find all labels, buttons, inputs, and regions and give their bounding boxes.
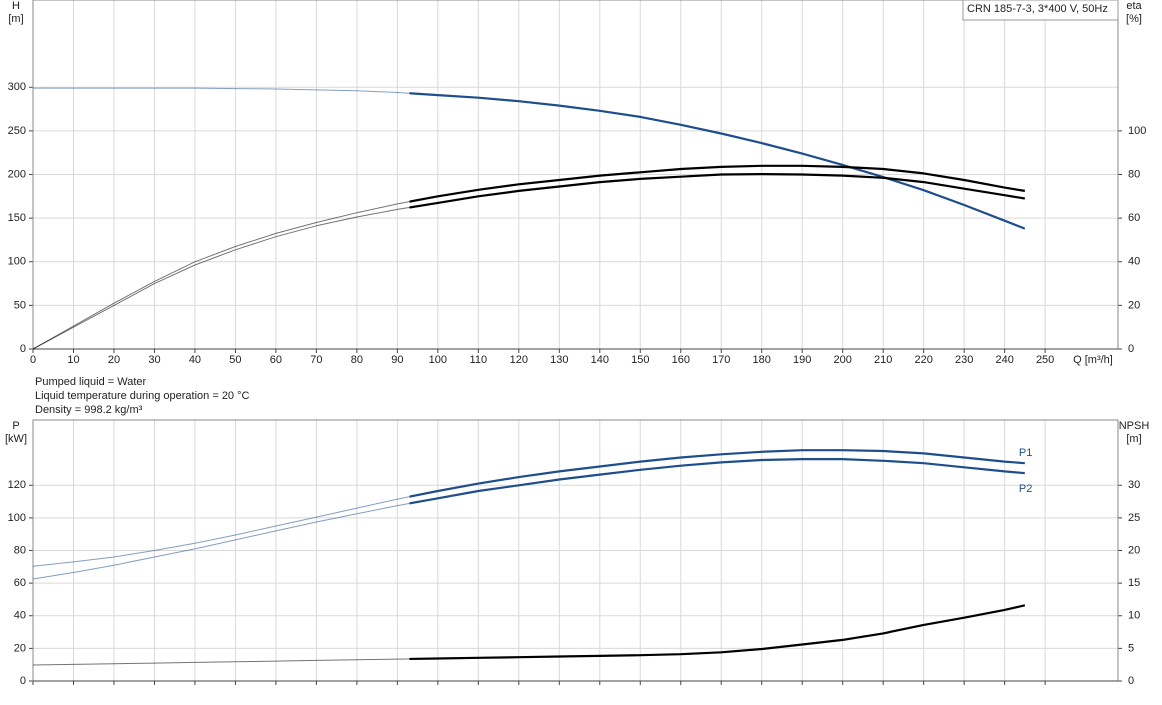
x-tick-label: 150: [631, 354, 649, 366]
x-tick-label: 130: [550, 354, 568, 366]
y-tick-label: 150: [8, 212, 26, 224]
x-tick-label: 120: [510, 354, 528, 366]
y-axis-unit: [m]: [8, 13, 23, 25]
curve: [409, 449, 1025, 498]
y2-tick-label: 30: [1128, 479, 1140, 491]
y2-tick-label: 0: [1128, 675, 1134, 687]
y-tick-label: 100: [8, 512, 26, 524]
y2-tick-label: 40: [1128, 256, 1140, 268]
y2-tick-label: 100: [1128, 125, 1146, 137]
x-tick-label: 80: [351, 354, 363, 366]
y-tick-label: 40: [14, 610, 26, 622]
x-tick-label: 30: [148, 354, 160, 366]
curve-thin: [32, 165, 1025, 350]
note: Density = 998.2 kg/m³: [35, 404, 143, 416]
y-tick-label: 0: [20, 343, 26, 355]
x-tick-label: 60: [270, 354, 282, 366]
x-tick-label: 160: [672, 354, 690, 366]
y-tick-label: 100: [8, 256, 26, 268]
chart-title: CRN 185-7-3, 3*400 V, 50Hz: [967, 3, 1108, 15]
y-axis-label: H: [12, 0, 20, 12]
y2-tick-label: 80: [1128, 168, 1140, 180]
y-tick-label: 200: [8, 168, 26, 180]
y2-tick-label: 25: [1128, 512, 1140, 524]
x-tick-label: 20: [108, 354, 120, 366]
y2-tick-label: 20: [1128, 299, 1140, 311]
y-tick-label: 20: [14, 642, 26, 654]
x-tick-label: 250: [1036, 354, 1054, 366]
x-tick-label: 140: [591, 354, 609, 366]
y2-tick-label: 60: [1128, 212, 1140, 224]
x-tick-label: 0: [30, 354, 36, 366]
y-tick-label: 300: [8, 81, 26, 93]
y-tick-label: 250: [8, 125, 26, 137]
y-tick-label: 120: [8, 479, 26, 491]
x-tick-label: 190: [793, 354, 811, 366]
x-tick-label: 40: [189, 354, 201, 366]
y-tick-label: 0: [20, 675, 26, 687]
y-tick-label: 60: [14, 577, 26, 589]
x-tick-label: 50: [229, 354, 241, 366]
y-axis-unit: [kW]: [5, 433, 27, 445]
curve-thin: [33, 87, 1026, 230]
x-axis-label: Q [m³/h]: [1073, 354, 1113, 366]
x-tick-label: 230: [955, 354, 973, 366]
curve-label: P2: [1019, 483, 1032, 495]
x-tick-label: 70: [310, 354, 322, 366]
x-tick-label: 90: [391, 354, 403, 366]
note: Liquid temperature during operation = 20…: [35, 390, 250, 402]
y2-tick-label: 5: [1128, 642, 1134, 654]
x-tick-label: 220: [914, 354, 932, 366]
curve: [409, 604, 1025, 661]
y2-tick-label: 0: [1128, 343, 1134, 355]
x-tick-label: 100: [429, 354, 447, 366]
y-axis-label: P: [12, 420, 19, 432]
x-tick-label: 200: [834, 354, 852, 366]
x-tick-label: 170: [712, 354, 730, 366]
title-box: [962, 0, 1119, 21]
curve-label: P1: [1019, 447, 1032, 459]
x-tick-label: 240: [995, 354, 1013, 366]
curve: [409, 173, 1025, 209]
note: Pumped liquid = Water: [35, 376, 147, 388]
x-tick-label: 10: [67, 354, 79, 366]
x-tick-label: 210: [874, 354, 892, 366]
curve: [409, 458, 1025, 505]
curve: [409, 92, 1025, 230]
curve-thin: [32, 449, 1025, 567]
y-tick-label: 50: [14, 299, 26, 311]
y2-tick-label: 15: [1128, 577, 1140, 589]
y2-axis-unit: [%]: [1126, 13, 1142, 25]
y2-tick-label: 10: [1128, 610, 1140, 622]
y2-axis-label: NPSH: [1119, 420, 1150, 432]
curve-thin: [32, 458, 1025, 580]
y-tick-label: 80: [14, 544, 26, 556]
y2-axis-label: eta: [1126, 0, 1142, 12]
y2-tick-label: 20: [1128, 544, 1140, 556]
x-tick-label: 110: [470, 354, 488, 366]
curve: [409, 164, 1025, 203]
x-tick-label: 180: [753, 354, 771, 366]
y2-axis-unit: [m]: [1126, 433, 1141, 445]
